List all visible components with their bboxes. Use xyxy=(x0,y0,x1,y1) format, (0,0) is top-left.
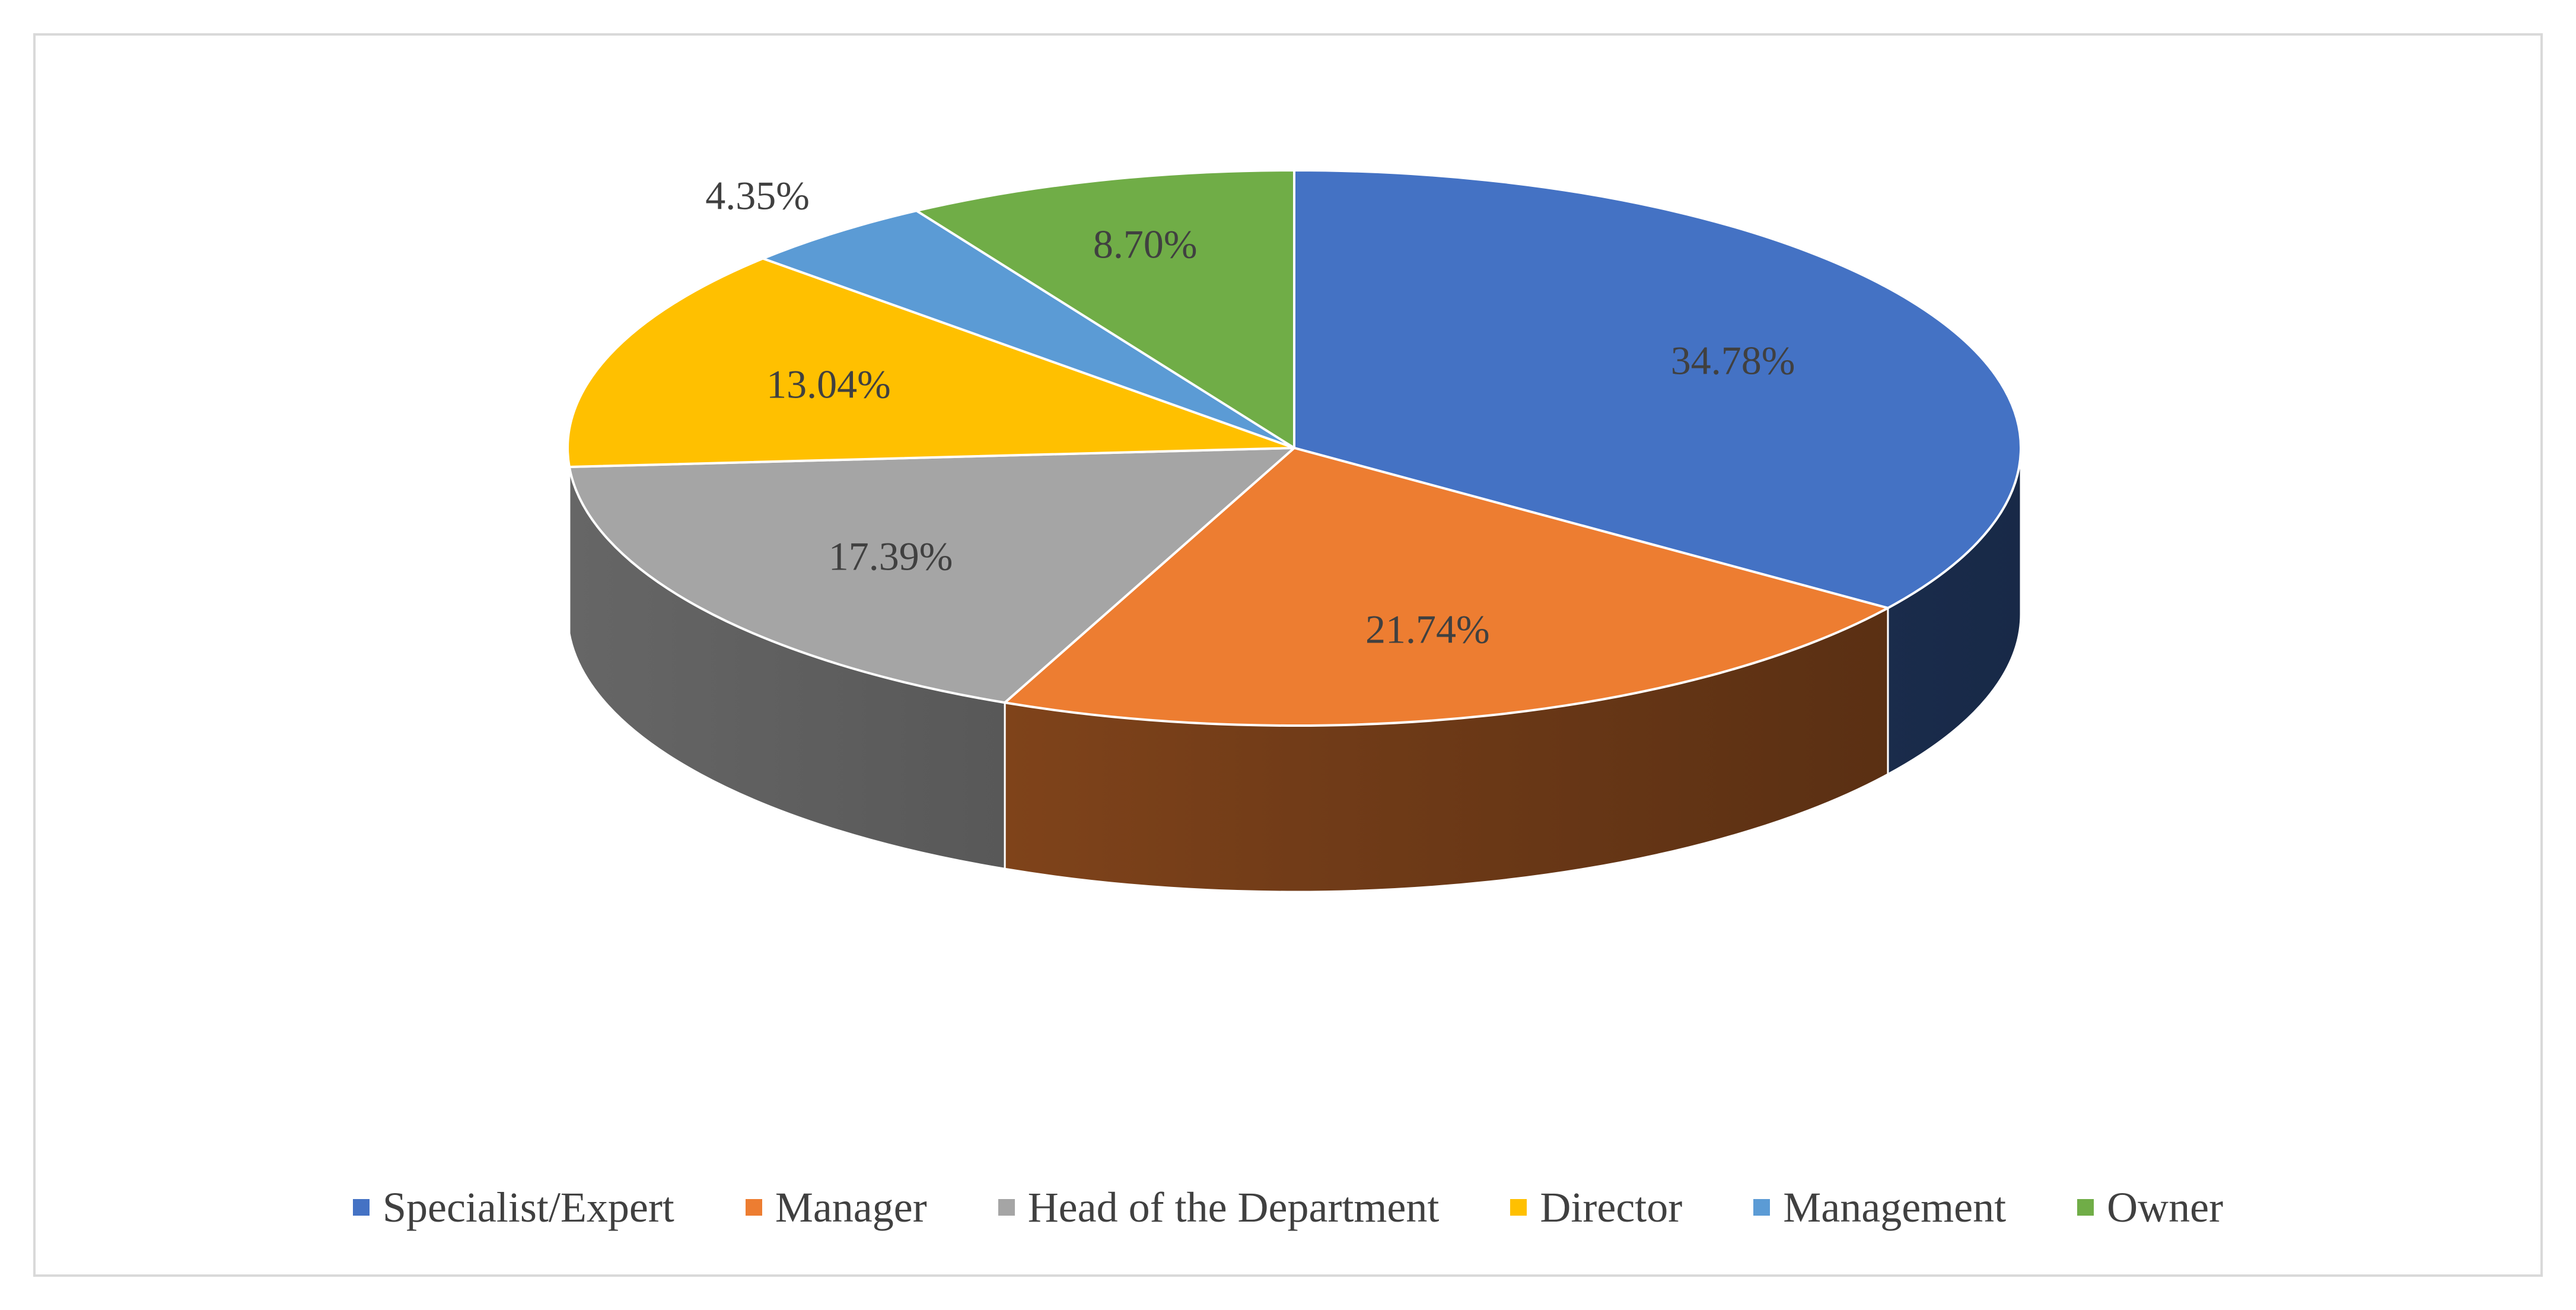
legend-swatch xyxy=(2077,1199,2094,1216)
pie-slice-head-of-the-department xyxy=(568,447,1295,704)
pie-slice-specialist-expert xyxy=(1293,169,2022,609)
pie-side-director xyxy=(566,447,571,634)
data-label-specialist-expert: 34.78% xyxy=(1671,338,1795,383)
data-label-manager: 21.74% xyxy=(1365,606,1490,651)
legend-item-manager: Manager xyxy=(745,1183,927,1232)
legend-item-head-of-the-department: Head of the Department xyxy=(998,1183,1440,1232)
data-label-head-of-the-department: 17.39% xyxy=(829,534,953,579)
pie-slice-management xyxy=(762,209,1295,449)
pie-tops xyxy=(566,169,2022,727)
legend-item-specialist-expert: Specialist/Expert xyxy=(352,1183,674,1232)
legend: Specialist/Expert Manager Head of the Depa… xyxy=(0,1178,2576,1237)
pie-slice-owner xyxy=(915,169,1295,449)
legend-item-management: Management xyxy=(1753,1183,2006,1232)
legend-swatch xyxy=(352,1199,370,1216)
pie-slice-manager xyxy=(1004,447,1889,727)
legend-swatch xyxy=(1510,1199,1527,1216)
legend-label: Management xyxy=(1783,1183,2007,1231)
legend-label: Specialist/Expert xyxy=(382,1183,674,1231)
legend-swatch xyxy=(745,1199,762,1216)
pie-sides xyxy=(566,447,2022,893)
legend-swatch xyxy=(998,1199,1015,1216)
pie-slice-director xyxy=(566,257,1295,469)
legend-item-owner: Owner xyxy=(2077,1183,2223,1232)
legend-label: Head of the Department xyxy=(1027,1183,1440,1231)
data-label-management: 4.35% xyxy=(705,173,810,218)
legend-label: Owner xyxy=(2107,1183,2224,1231)
legend-item-director: Director xyxy=(1510,1183,1682,1232)
pie-data-labels: 34.78% 21.74% 17.39% 13.04% 4.35% 8.70% xyxy=(705,173,1795,651)
legend-swatch xyxy=(1753,1199,1771,1216)
data-label-director: 13.04% xyxy=(766,362,891,407)
legend-label: Manager xyxy=(775,1183,927,1231)
data-label-owner: 8.70% xyxy=(1093,222,1198,267)
legend-label: Director xyxy=(1540,1183,1683,1231)
